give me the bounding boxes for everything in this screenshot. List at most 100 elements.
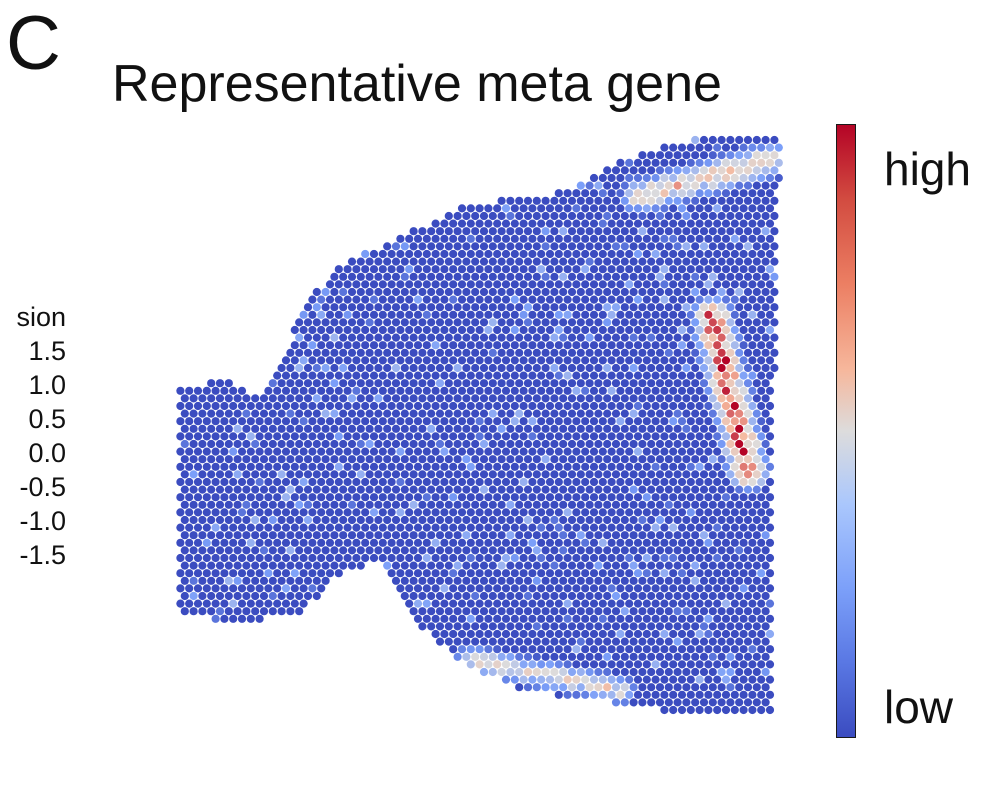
spot <box>510 234 519 243</box>
spot <box>506 439 515 449</box>
spot <box>400 591 409 601</box>
spot <box>488 409 497 418</box>
spot <box>347 455 357 464</box>
spot <box>581 614 590 623</box>
spot <box>295 348 304 357</box>
spot <box>691 607 700 616</box>
spot <box>633 690 643 699</box>
spot <box>242 607 251 616</box>
spot <box>330 272 339 281</box>
spot <box>290 401 299 411</box>
spot <box>585 181 594 190</box>
spot <box>726 151 735 160</box>
spot <box>585 515 594 525</box>
spot <box>629 561 638 570</box>
spot <box>453 531 462 540</box>
spot <box>638 485 647 494</box>
spot <box>475 614 484 623</box>
spot <box>457 356 467 365</box>
spot <box>413 371 423 380</box>
spot <box>400 348 409 357</box>
spot <box>757 158 766 167</box>
spot <box>765 204 775 213</box>
spot <box>708 698 717 707</box>
spot <box>642 386 651 395</box>
spot <box>629 166 638 175</box>
spot <box>598 645 607 654</box>
spot <box>211 432 220 441</box>
spot <box>352 523 361 532</box>
spot <box>515 607 524 616</box>
spot <box>471 637 480 646</box>
spot <box>620 683 629 692</box>
spot <box>660 325 669 335</box>
spot <box>479 303 489 312</box>
spot <box>655 622 665 631</box>
spot <box>435 500 445 509</box>
spot <box>264 523 273 532</box>
spot <box>633 371 643 380</box>
spot <box>215 485 225 494</box>
spot <box>660 249 669 259</box>
spot <box>523 379 533 388</box>
spot <box>607 325 616 335</box>
spot <box>735 515 744 525</box>
spot <box>466 660 475 669</box>
spot <box>695 660 704 669</box>
spot <box>185 584 194 593</box>
spot <box>752 561 761 570</box>
spot <box>422 401 431 411</box>
spot <box>418 318 427 327</box>
spot <box>471 439 480 449</box>
spot <box>303 546 313 555</box>
spot <box>427 500 436 509</box>
spot <box>708 363 717 373</box>
spot <box>633 569 643 578</box>
spot <box>677 508 687 517</box>
spot <box>607 690 616 699</box>
spot <box>699 211 709 221</box>
spot <box>699 272 709 281</box>
spot <box>497 394 506 403</box>
spot <box>638 470 647 479</box>
spot <box>374 455 383 464</box>
spot <box>616 523 625 532</box>
spot <box>431 417 440 426</box>
spot <box>743 242 753 251</box>
spot <box>405 341 414 350</box>
spot <box>598 569 607 578</box>
spot <box>391 272 401 281</box>
spot <box>440 234 449 243</box>
spot <box>757 280 766 289</box>
spot <box>493 462 502 471</box>
spot <box>312 348 321 357</box>
spot <box>462 607 471 616</box>
spot <box>761 546 770 555</box>
spot <box>506 318 515 327</box>
spot <box>193 569 203 578</box>
spot <box>739 629 748 639</box>
spot <box>321 424 330 433</box>
spot <box>176 462 185 471</box>
spot <box>682 470 691 479</box>
spot <box>281 462 291 471</box>
spot <box>664 485 673 494</box>
spot <box>585 683 594 692</box>
spot <box>695 219 704 228</box>
spot <box>633 265 643 274</box>
spot <box>369 325 379 335</box>
spot <box>545 249 555 259</box>
spot <box>757 477 766 487</box>
spot <box>673 196 682 205</box>
spot <box>743 409 753 418</box>
spot <box>677 280 687 289</box>
spot <box>730 249 739 259</box>
spot <box>251 607 260 616</box>
spot <box>391 515 401 525</box>
spot <box>185 493 194 502</box>
spot <box>581 538 590 547</box>
spot <box>339 424 348 433</box>
spot <box>585 348 594 357</box>
spot <box>651 204 660 213</box>
spot <box>682 272 691 281</box>
